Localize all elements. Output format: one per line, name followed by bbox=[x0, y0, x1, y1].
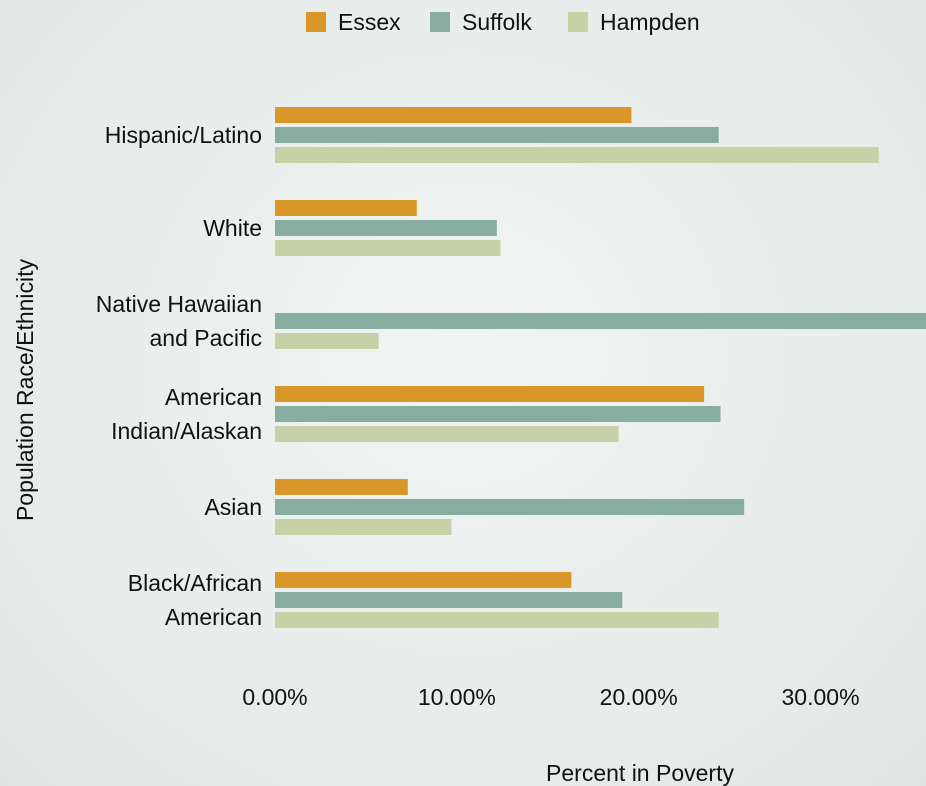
y-tick-label: White bbox=[203, 215, 262, 241]
bar bbox=[275, 240, 501, 256]
bar bbox=[275, 592, 623, 608]
x-tick-label: 0.00% bbox=[242, 684, 308, 710]
legend-swatch bbox=[568, 12, 588, 32]
bar bbox=[275, 313, 926, 329]
bar bbox=[275, 406, 721, 422]
legend-label: Hampden bbox=[600, 9, 700, 35]
y-tick-label: Native Hawaiian and Pacific bbox=[95, 291, 262, 351]
bar bbox=[275, 386, 705, 402]
y-tick-label: Black/African American bbox=[127, 570, 262, 630]
bar bbox=[275, 107, 632, 123]
y-tick-label: Hispanic/Latino bbox=[104, 122, 262, 148]
x-axis-label: Percent in Poverty bbox=[546, 760, 734, 786]
legend-label: Essex bbox=[338, 9, 401, 35]
bar bbox=[275, 499, 745, 515]
y-axis-label: Population Race/Ethnicity bbox=[12, 258, 38, 522]
bar bbox=[275, 333, 379, 349]
bar bbox=[275, 572, 572, 588]
bar bbox=[275, 426, 619, 442]
bar bbox=[275, 127, 719, 143]
bar bbox=[275, 612, 719, 628]
bar bbox=[275, 200, 417, 216]
x-tick-label: 10.00% bbox=[417, 684, 496, 710]
legend-label: Suffolk bbox=[462, 9, 532, 35]
bar bbox=[275, 479, 408, 495]
bar bbox=[275, 220, 497, 236]
bar bbox=[275, 147, 879, 163]
x-tick-label: 30.00% bbox=[781, 684, 860, 710]
x-tick-label: 20.00% bbox=[599, 684, 678, 710]
y-tick-label: Asian bbox=[204, 494, 262, 520]
y-tick-label: American Indian/Alaskan bbox=[111, 384, 262, 444]
legend-swatch bbox=[430, 12, 450, 32]
bar bbox=[275, 519, 452, 535]
legend-swatch bbox=[306, 12, 326, 32]
